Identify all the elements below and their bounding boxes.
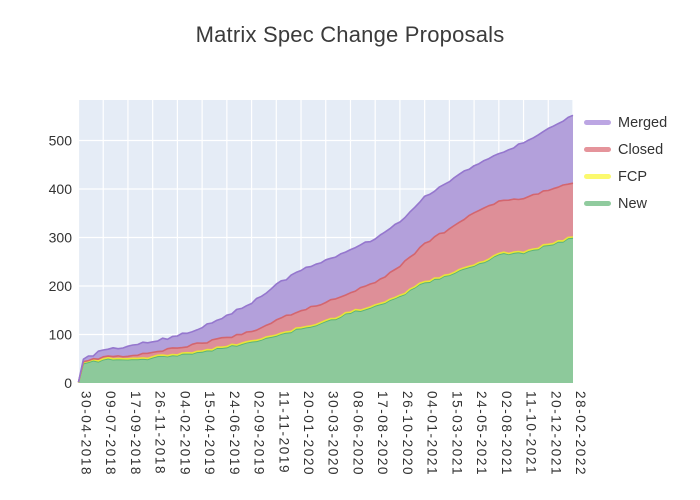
y-tick-label: 0: [64, 375, 72, 391]
legend-item-merged[interactable]: Merged: [584, 109, 667, 136]
legend-swatch-fcp: [584, 174, 611, 179]
x-tick-label: 17-08-2020: [375, 391, 390, 476]
x-tick-label: 11-10-2021: [524, 391, 539, 475]
x-tick-label: 04-02-2019: [177, 391, 192, 476]
legend: Merged Closed FCP New: [584, 109, 667, 217]
legend-label-merged: Merged: [618, 114, 668, 131]
y-tick-label: 500: [49, 133, 73, 149]
legend-item-new[interactable]: New: [584, 190, 667, 217]
x-tick-label: 26-11-2018: [153, 391, 168, 475]
x-tick-label: 04-01-2021: [425, 391, 440, 476]
x-tick-label: 09-07-2018: [103, 391, 118, 476]
y-tick-label: 400: [49, 181, 73, 197]
y-tick-label: 200: [49, 278, 73, 294]
area-new: [78, 238, 573, 383]
legend-swatch-merged: [584, 120, 611, 125]
line-merged: [77, 114, 574, 383]
x-tick-label: 11-11-2019: [276, 391, 291, 474]
y-tick-label: 300: [49, 230, 73, 246]
x-tick-label: 20-12-2021: [548, 391, 563, 476]
legend-swatch-closed: [584, 147, 611, 152]
legend-label-new: New: [618, 195, 648, 212]
line-closed: [77, 182, 574, 383]
x-tick-label: 30-03-2020: [326, 391, 341, 476]
line-fcp: [77, 236, 574, 383]
legend-swatch-new: [584, 201, 611, 206]
x-tick-label: 02-08-2021: [499, 391, 514, 476]
x-tick-label: 20-01-2020: [301, 391, 316, 476]
legend-item-fcp[interactable]: FCP: [584, 163, 667, 190]
legend-label-fcp: FCP: [618, 168, 647, 185]
x-tick-label: 15-04-2019: [202, 391, 217, 476]
x-tick-label: 24-05-2021: [474, 391, 489, 476]
x-tick-label: 30-04-2018: [78, 391, 93, 476]
y-tick-label: 100: [49, 327, 73, 343]
x-tick-label: 28-02-2022: [573, 391, 588, 476]
x-tick-label: 24-06-2019: [227, 391, 242, 476]
legend-label-closed: Closed: [618, 141, 664, 158]
x-tick-label: 26-10-2020: [400, 391, 415, 476]
x-tick-label: 17-09-2018: [128, 391, 143, 476]
x-tick-label: 15-03-2021: [449, 391, 464, 476]
x-tick-label: 02-09-2019: [252, 391, 267, 476]
x-tick-label: 08-06-2020: [350, 391, 365, 476]
legend-item-closed[interactable]: Closed: [584, 136, 667, 163]
chart-title: Matrix Spec Change Proposals: [195, 22, 505, 47]
